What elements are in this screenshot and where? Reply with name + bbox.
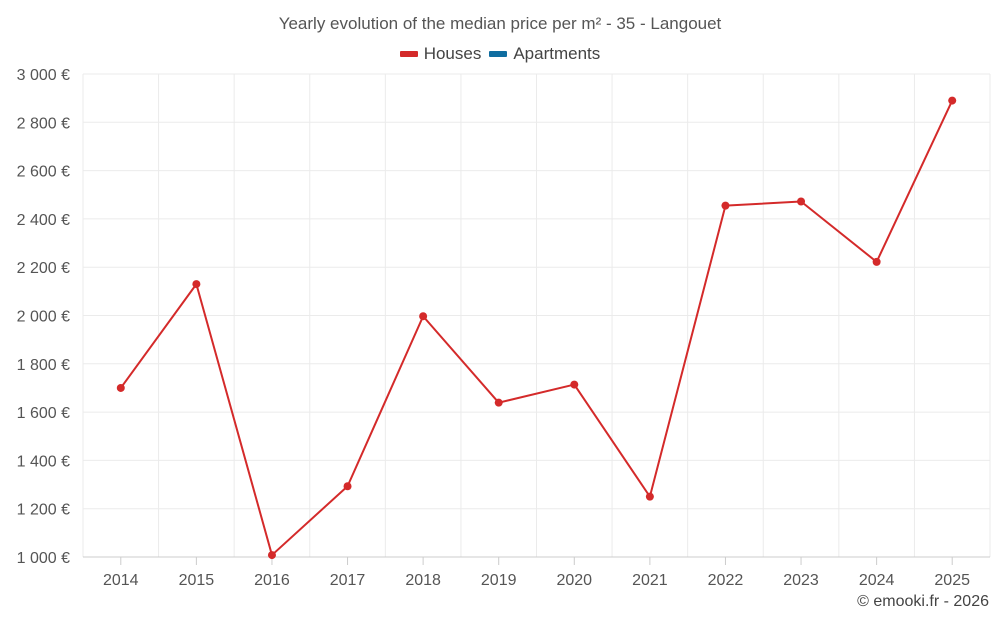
y-tick-label: 1 200 € — [17, 502, 70, 519]
legend-label-houses: Houses — [423, 44, 482, 63]
x-tick-label: 2024 — [859, 572, 895, 589]
data-point-houses-2022[interactable] — [721, 201, 730, 210]
x-tick-label: 2014 — [103, 572, 139, 589]
y-tick-label: 1 000 € — [17, 550, 70, 567]
legend-swatch-apartments — [489, 51, 508, 57]
x-tick-label: 2020 — [556, 572, 592, 589]
y-tick-label: 2 800 € — [17, 115, 70, 132]
data-point-houses-2015[interactable] — [192, 280, 201, 289]
y-tick-label: 2 000 € — [17, 309, 70, 326]
data-point-houses-2023[interactable] — [797, 197, 806, 206]
credit-text: © emooki.fr - 2026 — [857, 593, 989, 610]
y-tick-label: 2 200 € — [17, 260, 70, 277]
data-point-houses-2025[interactable] — [948, 96, 957, 105]
series-line-houses — [119, 100, 954, 557]
chart-title: Yearly evolution of the median price per… — [278, 14, 722, 33]
y-tick-label: 1 400 € — [17, 453, 70, 470]
x-tick-label: 2015 — [179, 572, 215, 589]
x-tick-label: 2022 — [708, 572, 744, 589]
data-point-houses-2019[interactable] — [494, 398, 503, 407]
legend: Houses Apartments — [0, 44, 1000, 64]
data-point-houses-2018[interactable] — [419, 312, 428, 321]
legend-item-houses[interactable]: Houses — [399, 44, 482, 64]
y-tick-label: 3 000 € — [17, 67, 70, 84]
x-tick-label: 2016 — [254, 572, 290, 589]
data-point-houses-2014[interactable] — [116, 383, 125, 392]
data-point-houses-2024[interactable] — [872, 257, 881, 266]
legend-item-apartments[interactable]: Apartments — [489, 44, 600, 64]
x-tick-label: 2018 — [405, 572, 441, 589]
legend-swatch-houses — [399, 51, 418, 57]
x-tick-label: 2019 — [481, 572, 517, 589]
x-tick-label: 2017 — [330, 572, 366, 589]
x-tick-label: 2021 — [632, 572, 668, 589]
x-tick-label: 2025 — [934, 572, 970, 589]
data-point-houses-2021[interactable] — [645, 492, 654, 501]
data-point-houses-2016[interactable] — [267, 551, 276, 560]
y-tick-label: 1 600 € — [17, 405, 70, 422]
x-tick-label: 2023 — [783, 572, 819, 589]
data-point-houses-2020[interactable] — [570, 380, 579, 389]
y-tick-label: 2 600 € — [17, 164, 70, 181]
y-tick-label: 2 400 € — [17, 212, 70, 229]
data-point-houses-2017[interactable] — [343, 482, 352, 491]
y-tick-label: 1 800 € — [17, 357, 70, 374]
legend-label-apartments: Apartments — [513, 44, 601, 63]
